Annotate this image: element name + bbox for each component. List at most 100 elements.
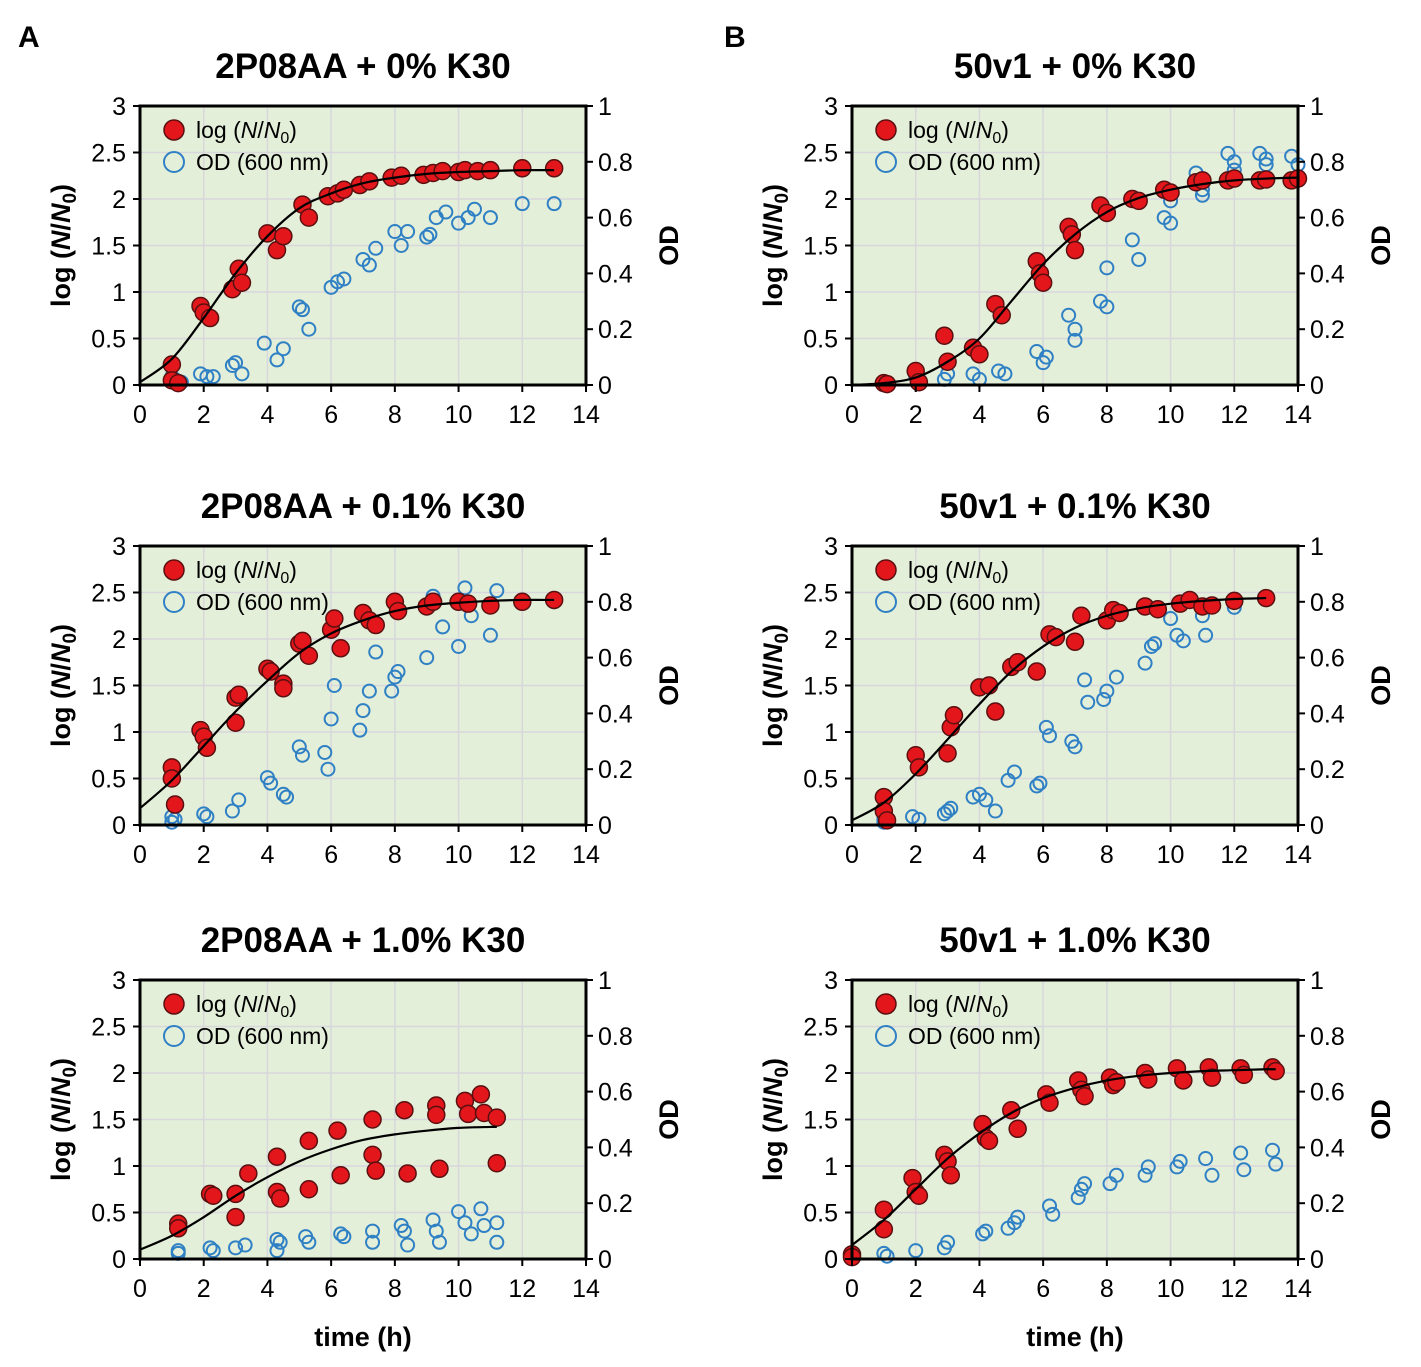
od-point — [275, 341, 291, 357]
x-tick-label: 4 — [260, 401, 274, 429]
od-point — [1099, 260, 1115, 276]
y-tick-label: 2.5 — [803, 140, 838, 168]
legend-label-log: log (N/N0) — [196, 557, 297, 587]
od-point — [489, 583, 505, 599]
log-series — [874, 169, 1308, 394]
log-point — [1008, 653, 1027, 672]
fit-curve — [139, 169, 555, 384]
log-point — [487, 1153, 507, 1173]
legend-label-log: log (N/N0) — [908, 117, 1009, 147]
log-point — [1027, 662, 1047, 681]
y-tick-label: 0.5 — [803, 1200, 838, 1228]
y2-tick-label: 0.4 — [1310, 700, 1345, 728]
od-point — [275, 786, 291, 802]
y2-tick-label: 0.8 — [598, 1023, 633, 1051]
x-tick-label: 12 — [1220, 841, 1248, 869]
y2-tick-label: 0.2 — [598, 756, 633, 784]
od-point — [1067, 739, 1083, 755]
legend-label-od: OD (600 nm) — [908, 589, 1041, 615]
od-point — [384, 683, 400, 699]
x-tick-label: 0 — [133, 401, 147, 429]
y-axis-title: log (N/N0) — [46, 184, 81, 307]
y-tick-label: 3 — [112, 93, 126, 121]
x-tick-label: 2 — [197, 401, 211, 429]
legend-label-od: OD (600 nm) — [196, 1023, 329, 1049]
log-point — [1065, 240, 1085, 260]
y-tick-label: 0.5 — [803, 766, 838, 794]
y-tick-label: 1.5 — [91, 673, 126, 701]
log-point — [1193, 171, 1212, 190]
log-point — [979, 676, 999, 695]
od-point — [1029, 778, 1045, 794]
od-point — [234, 366, 250, 382]
od-point — [1032, 775, 1048, 791]
log-point — [363, 1110, 382, 1129]
y-tick-label: 3 — [824, 967, 838, 995]
y-tick-label: 1 — [112, 719, 126, 747]
log-point — [331, 1166, 350, 1185]
od-point — [463, 1226, 479, 1242]
x-tick-label: 8 — [1100, 1275, 1114, 1303]
od-point — [940, 803, 956, 819]
y-tick-label: 2 — [112, 626, 126, 654]
y2-tick-label: 0.4 — [598, 1134, 633, 1162]
od-point — [1131, 251, 1147, 267]
chart-title: 2P08AA + 1.0% K30 — [201, 921, 526, 960]
y-tick-label: 1 — [824, 279, 838, 307]
log-series — [168, 1085, 507, 1238]
od-point — [228, 1240, 244, 1256]
od-point — [1067, 332, 1083, 348]
od-point — [336, 271, 352, 287]
y-axis-title: log (N/N0) — [758, 624, 793, 747]
od-point — [489, 1234, 505, 1250]
y-tick-label: 2.5 — [91, 1014, 126, 1042]
log-point — [363, 1145, 382, 1165]
log-point — [258, 224, 277, 243]
x-tick-label: 10 — [445, 841, 473, 869]
y-tick-label: 0 — [112, 372, 126, 400]
log-point — [433, 161, 452, 181]
y-tick-label: 0 — [824, 812, 838, 840]
od-point — [438, 204, 454, 220]
y2-tick-label: 0.8 — [598, 149, 633, 177]
fit-curve — [851, 1068, 1276, 1246]
od-point — [1163, 215, 1179, 231]
od-point — [1080, 694, 1096, 710]
x-tick-label: 12 — [1220, 1275, 1248, 1303]
od-point — [228, 355, 244, 371]
x-tick-label: 10 — [1157, 1275, 1185, 1303]
od-point — [1163, 611, 1179, 627]
fit-curve — [851, 596, 1267, 822]
od-point — [368, 240, 384, 256]
od-point — [361, 257, 377, 273]
x-tick-label: 8 — [1100, 841, 1114, 869]
chart-title: 50v1 + 1.0% K30 — [939, 921, 1210, 960]
y-tick-label: 0.5 — [91, 766, 126, 794]
log-point — [874, 1200, 894, 1219]
od-series — [170, 1201, 505, 1261]
x-tick-label: 8 — [1100, 401, 1114, 429]
od-point — [940, 1234, 956, 1250]
y-tick-label: 0 — [824, 372, 838, 400]
od-point — [546, 196, 562, 212]
log-point — [941, 1166, 961, 1185]
y-tick-label: 2.5 — [91, 140, 126, 168]
log-point — [162, 769, 182, 788]
log-point — [1148, 599, 1168, 619]
log-point — [423, 592, 443, 612]
od-point — [457, 1215, 473, 1231]
y2-tick-label: 0 — [598, 812, 612, 840]
od-point — [291, 739, 307, 755]
od-point — [419, 650, 435, 666]
od-point — [1137, 1167, 1153, 1183]
od-point — [164, 814, 180, 830]
od-point — [224, 803, 240, 819]
y-tick-label: 0.5 — [91, 1200, 126, 1228]
legend-marker-od — [163, 591, 185, 613]
x-tick-label: 10 — [445, 1275, 473, 1303]
y2-tick-label: 0.6 — [1310, 645, 1345, 673]
log-point — [1225, 169, 1244, 188]
